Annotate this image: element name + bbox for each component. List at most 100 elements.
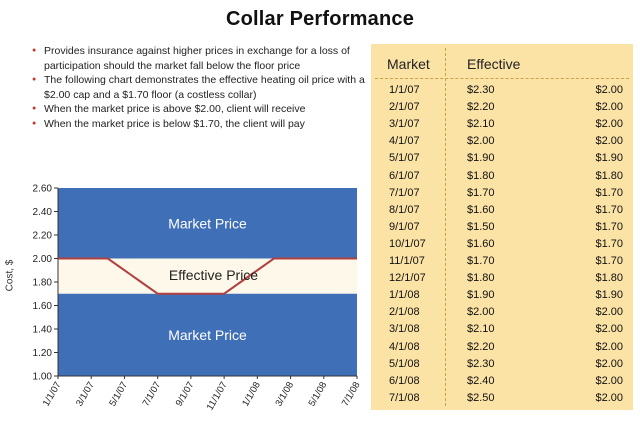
effective-band: [58, 258, 357, 294]
table-row: 5/1/08 $2.30 $2.00: [371, 358, 633, 375]
effective-price-cell: $1.70: [595, 237, 623, 250]
table-row: 1/1/08 $1.90 $1.90: [371, 289, 633, 306]
table-row: 7/1/08 $2.50 $2.00: [371, 392, 633, 409]
date-cell: 4/1/08: [389, 340, 420, 353]
table-row: 6/1/08 $2.40 $2.00: [371, 375, 633, 392]
date-cell: 12/1/07: [389, 272, 426, 285]
effective-price-cell: $1.70: [595, 186, 623, 199]
date-cell: 7/1/08: [389, 391, 420, 404]
page-title: Collar Performance: [225, 8, 415, 30]
effective-price-cell: $2.00: [595, 391, 623, 404]
y-tick-label: 1.40: [33, 325, 53, 336]
table-row: 11/1/07 $1.70 $1.70: [371, 255, 633, 272]
effective-price-cell: $2.00: [595, 306, 623, 319]
market-price-cell: $1.70: [467, 255, 495, 267]
date-cell: 6/1/07: [389, 169, 420, 182]
table-row: 3/1/08 $2.10 $2.00: [371, 323, 633, 340]
date-cell: 5/1/08: [389, 357, 420, 370]
table-row: 7/1/07 $1.70 $1.70: [371, 187, 633, 204]
x-tick-label: 5/1/08: [307, 380, 330, 408]
y-tick-label: 1.80: [33, 278, 53, 289]
table-row: 12/1/07 $1.80 $1.80: [371, 272, 633, 289]
market-price-cell: $1.90: [467, 152, 495, 165]
effective-price-cell: $1.90: [595, 289, 623, 302]
market-price-cell: $2.50: [467, 391, 495, 404]
market-price-cell: $2.40: [467, 374, 495, 387]
header-divider: [375, 78, 629, 79]
effective-price-cell: $2.00: [595, 135, 623, 148]
effective-price-cell: $1.70: [595, 255, 623, 267]
date-cell: 2/1/08: [389, 306, 420, 319]
effective-price-cell: $2.00: [595, 84, 623, 96]
market-price-cell: $2.30: [467, 84, 495, 96]
market-price-cell: $1.50: [467, 220, 495, 233]
bullet-item: The following chart demonstrates the eff…: [32, 73, 372, 102]
x-tick-label: 5/1/07: [107, 380, 130, 408]
date-cell: 8/1/07: [389, 203, 420, 216]
bullet-item: When the market price is above $2.00, cl…: [32, 102, 372, 117]
market-price-cell: $2.30: [467, 357, 495, 370]
x-tick-label: 3/1/08: [273, 380, 296, 408]
table-row: 9/1/07 $1.50 $1.70: [371, 221, 633, 238]
market-price-cell: $2.10: [467, 118, 495, 131]
x-tick-label: 7/1/08: [340, 380, 363, 408]
y-tick-label: 1.20: [33, 348, 53, 359]
effective-price-cell: $1.70: [595, 220, 623, 233]
effective-column-header: Effective: [467, 56, 521, 72]
date-cell: 3/1/08: [389, 323, 420, 336]
market-price-cell: $1.70: [467, 186, 495, 199]
table-row: 5/1/07 $1.90 $1.90: [371, 152, 633, 169]
bullet-list: Provides insurance against higher prices…: [32, 44, 372, 132]
y-tick-label: 2.60: [33, 184, 53, 195]
date-cell: 7/1/07: [389, 186, 420, 199]
table-row: 2/1/08 $2.00 $2.00: [371, 306, 633, 323]
price-table: Market Effective 1/1/07 $2.30 $2.00 2/1/07 $…: [371, 44, 633, 410]
bullet-item: Provides insurance against higher prices…: [32, 44, 372, 73]
x-tick-label: 9/1/07: [174, 380, 197, 408]
date-cell: 11/1/07: [389, 255, 425, 267]
effective-price-line: [58, 257, 357, 295]
effective-price-cell: $2.00: [595, 101, 623, 114]
table-row: 3/1/07 $2.10 $2.00: [371, 118, 633, 135]
table-row: 10/1/07 $1.60 $1.70: [371, 238, 633, 255]
market-price-cell: $2.20: [467, 340, 495, 353]
upper-market-band: [58, 188, 357, 259]
column-divider: [445, 48, 446, 406]
market-price-cell: $1.90: [467, 289, 495, 302]
market-price-cell: $1.60: [467, 203, 495, 216]
table-row: 4/1/07 $2.00 $2.00: [371, 135, 633, 152]
date-cell: 10/1/07: [389, 237, 426, 250]
market-price-cell: $1.80: [467, 169, 495, 182]
x-tick-label: 1/1/08: [240, 380, 263, 408]
table-row: 2/1/07 $2.20 $2.00: [371, 101, 633, 118]
x-tick-label: 7/1/07: [141, 380, 164, 408]
effective-price-cell: $1.80: [595, 272, 623, 285]
table-row: 1/1/07 $2.30 $2.00: [371, 84, 633, 101]
market-price-cell: $2.20: [467, 101, 495, 114]
table-row: 8/1/07 $1.60 $1.70: [371, 204, 633, 221]
market-price-cell: $2.00: [467, 306, 495, 319]
effective-price-label: Effective Price: [169, 267, 258, 283]
market-price-cell: $1.60: [467, 237, 495, 250]
y-tick-label: 2.20: [33, 231, 53, 242]
effective-price-cell: $2.00: [595, 357, 623, 370]
collar-chart: 1.00 1.20 1.40 1.60 1.80 2.00 2.20 2.40 2.60 1/1/…: [0, 180, 370, 416]
effective-price-cell: $2.00: [595, 323, 623, 336]
date-cell: 5/1/07: [389, 152, 420, 165]
y-tick-label: 1.60: [33, 301, 53, 312]
date-cell: 3/1/07: [389, 118, 420, 131]
date-cell: 6/1/08: [389, 374, 420, 387]
x-tick-label: 11/1/07: [205, 380, 230, 412]
lower-market-price-label: Market Price: [168, 327, 247, 343]
upper-market-price-label: Market Price: [168, 215, 247, 231]
effective-price-cell: $1.70: [595, 203, 623, 216]
date-cell: 1/1/08: [389, 289, 420, 302]
market-price-cell: $2.10: [467, 323, 495, 336]
market-column-header: Market: [387, 56, 430, 72]
market-price-cell: $2.00: [467, 135, 495, 148]
y-tick-label: 1.00: [33, 372, 53, 383]
effective-price-cell: $1.90: [595, 152, 623, 165]
effective-price-cell: $2.00: [595, 374, 623, 387]
table-row: 6/1/07 $1.80 $1.80: [371, 170, 633, 187]
collar-chart-svg: 1.00 1.20 1.40 1.60 1.80 2.00 2.20 2.40 2.60 1/1/…: [33, 184, 363, 413]
